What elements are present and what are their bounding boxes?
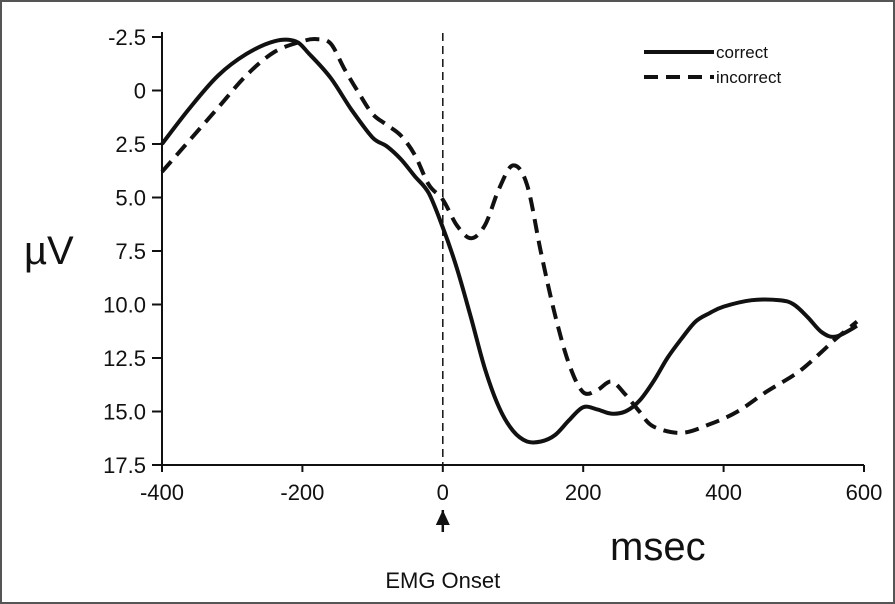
x-tick-label: 0 [437, 480, 449, 505]
up-arrow-icon [435, 510, 450, 525]
legend-label-incorrect: incorrect [716, 68, 781, 87]
x-tick-label: 400 [705, 480, 742, 505]
x-axis-label: msec [610, 525, 706, 569]
series-line-correct [160, 37, 858, 445]
legend: correct incorrect [644, 43, 781, 87]
y-tick-label: -2.5 [108, 25, 146, 50]
x-tick-label: 600 [846, 480, 883, 505]
legend-label-correct: correct [716, 43, 768, 62]
y-tick-label: 7.5 [115, 239, 146, 264]
y-tick-label: 5.0 [115, 186, 146, 211]
x-tick-label: -400 [140, 480, 184, 505]
annotation-label: EMG Onset [385, 568, 500, 593]
emg-onset-annotation: EMG Onset [385, 510, 500, 593]
x-tick-label: 200 [565, 480, 602, 505]
tick-labels: -2.5 0 2.5 5.0 7.5 10.0 12.5 15.0 17.5-400 -200 0 2… [103, 25, 882, 505]
series-line-incorrect [160, 37, 859, 435]
axes [161, 32, 864, 466]
y-tick-label: 10.0 [103, 293, 146, 318]
y-tick-label: 17.5 [103, 453, 146, 478]
y-axis-label: µV [24, 229, 74, 273]
y-tick-label: 12.5 [103, 346, 146, 371]
x-tick-label: -200 [280, 480, 324, 505]
data-series [160, 37, 859, 445]
y-tick-label: 2.5 [115, 132, 146, 157]
y-tick-label: 15.0 [103, 400, 146, 425]
y-tick-label: 0 [134, 79, 146, 104]
